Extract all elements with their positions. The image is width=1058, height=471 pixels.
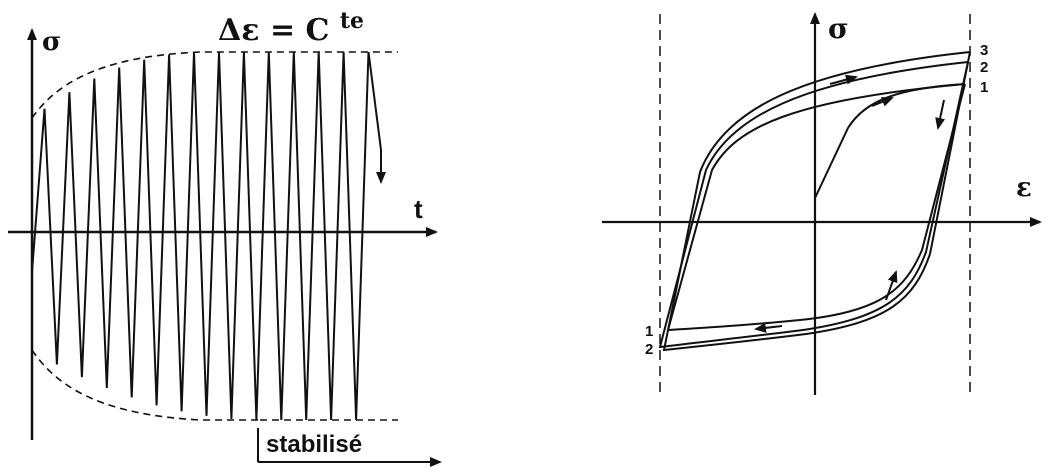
right-panel: σ ε 3 2 1 1 2 [602, 12, 1042, 395]
constant-strain-main: Δε = C [218, 13, 329, 48]
constant-strain-superscript: te [340, 8, 364, 34]
initial-loading-arrow [871, 97, 894, 107]
left-panel: σ t Δε = C te stabilisé [8, 8, 442, 467]
lower-branch-arrow [754, 322, 783, 333]
unloading-arrow [935, 99, 945, 130]
reloading-arrow [885, 270, 898, 301]
left-x-axis-label: t [414, 194, 423, 224]
constant-strain-label: Δε = C te [218, 8, 364, 48]
cycle-label-top-1: 1 [980, 79, 988, 96]
hysteresis-loop-3 [662, 51, 971, 352]
cycle-label-bottom-2: 2 [645, 341, 653, 358]
hysteresis-loop-1 [666, 83, 966, 332]
upper-envelope [31, 51, 398, 119]
stabilized-label: stabilisé [266, 431, 362, 458]
cycle-label-top-2: 2 [980, 59, 988, 76]
right-x-axis-label: ε [1016, 173, 1032, 203]
hysteresis-loop-2 [658, 61, 969, 349]
lower-envelope [31, 349, 260, 421]
cycle-label-bottom-1: 1 [645, 323, 653, 340]
upper-branch-arrow [829, 74, 858, 85]
right-y-axis-label: σ [828, 12, 849, 45]
cycle-label-top-3: 3 [980, 42, 988, 59]
left-y-axis-label: σ [42, 27, 61, 57]
stress-signal [31, 51, 382, 421]
